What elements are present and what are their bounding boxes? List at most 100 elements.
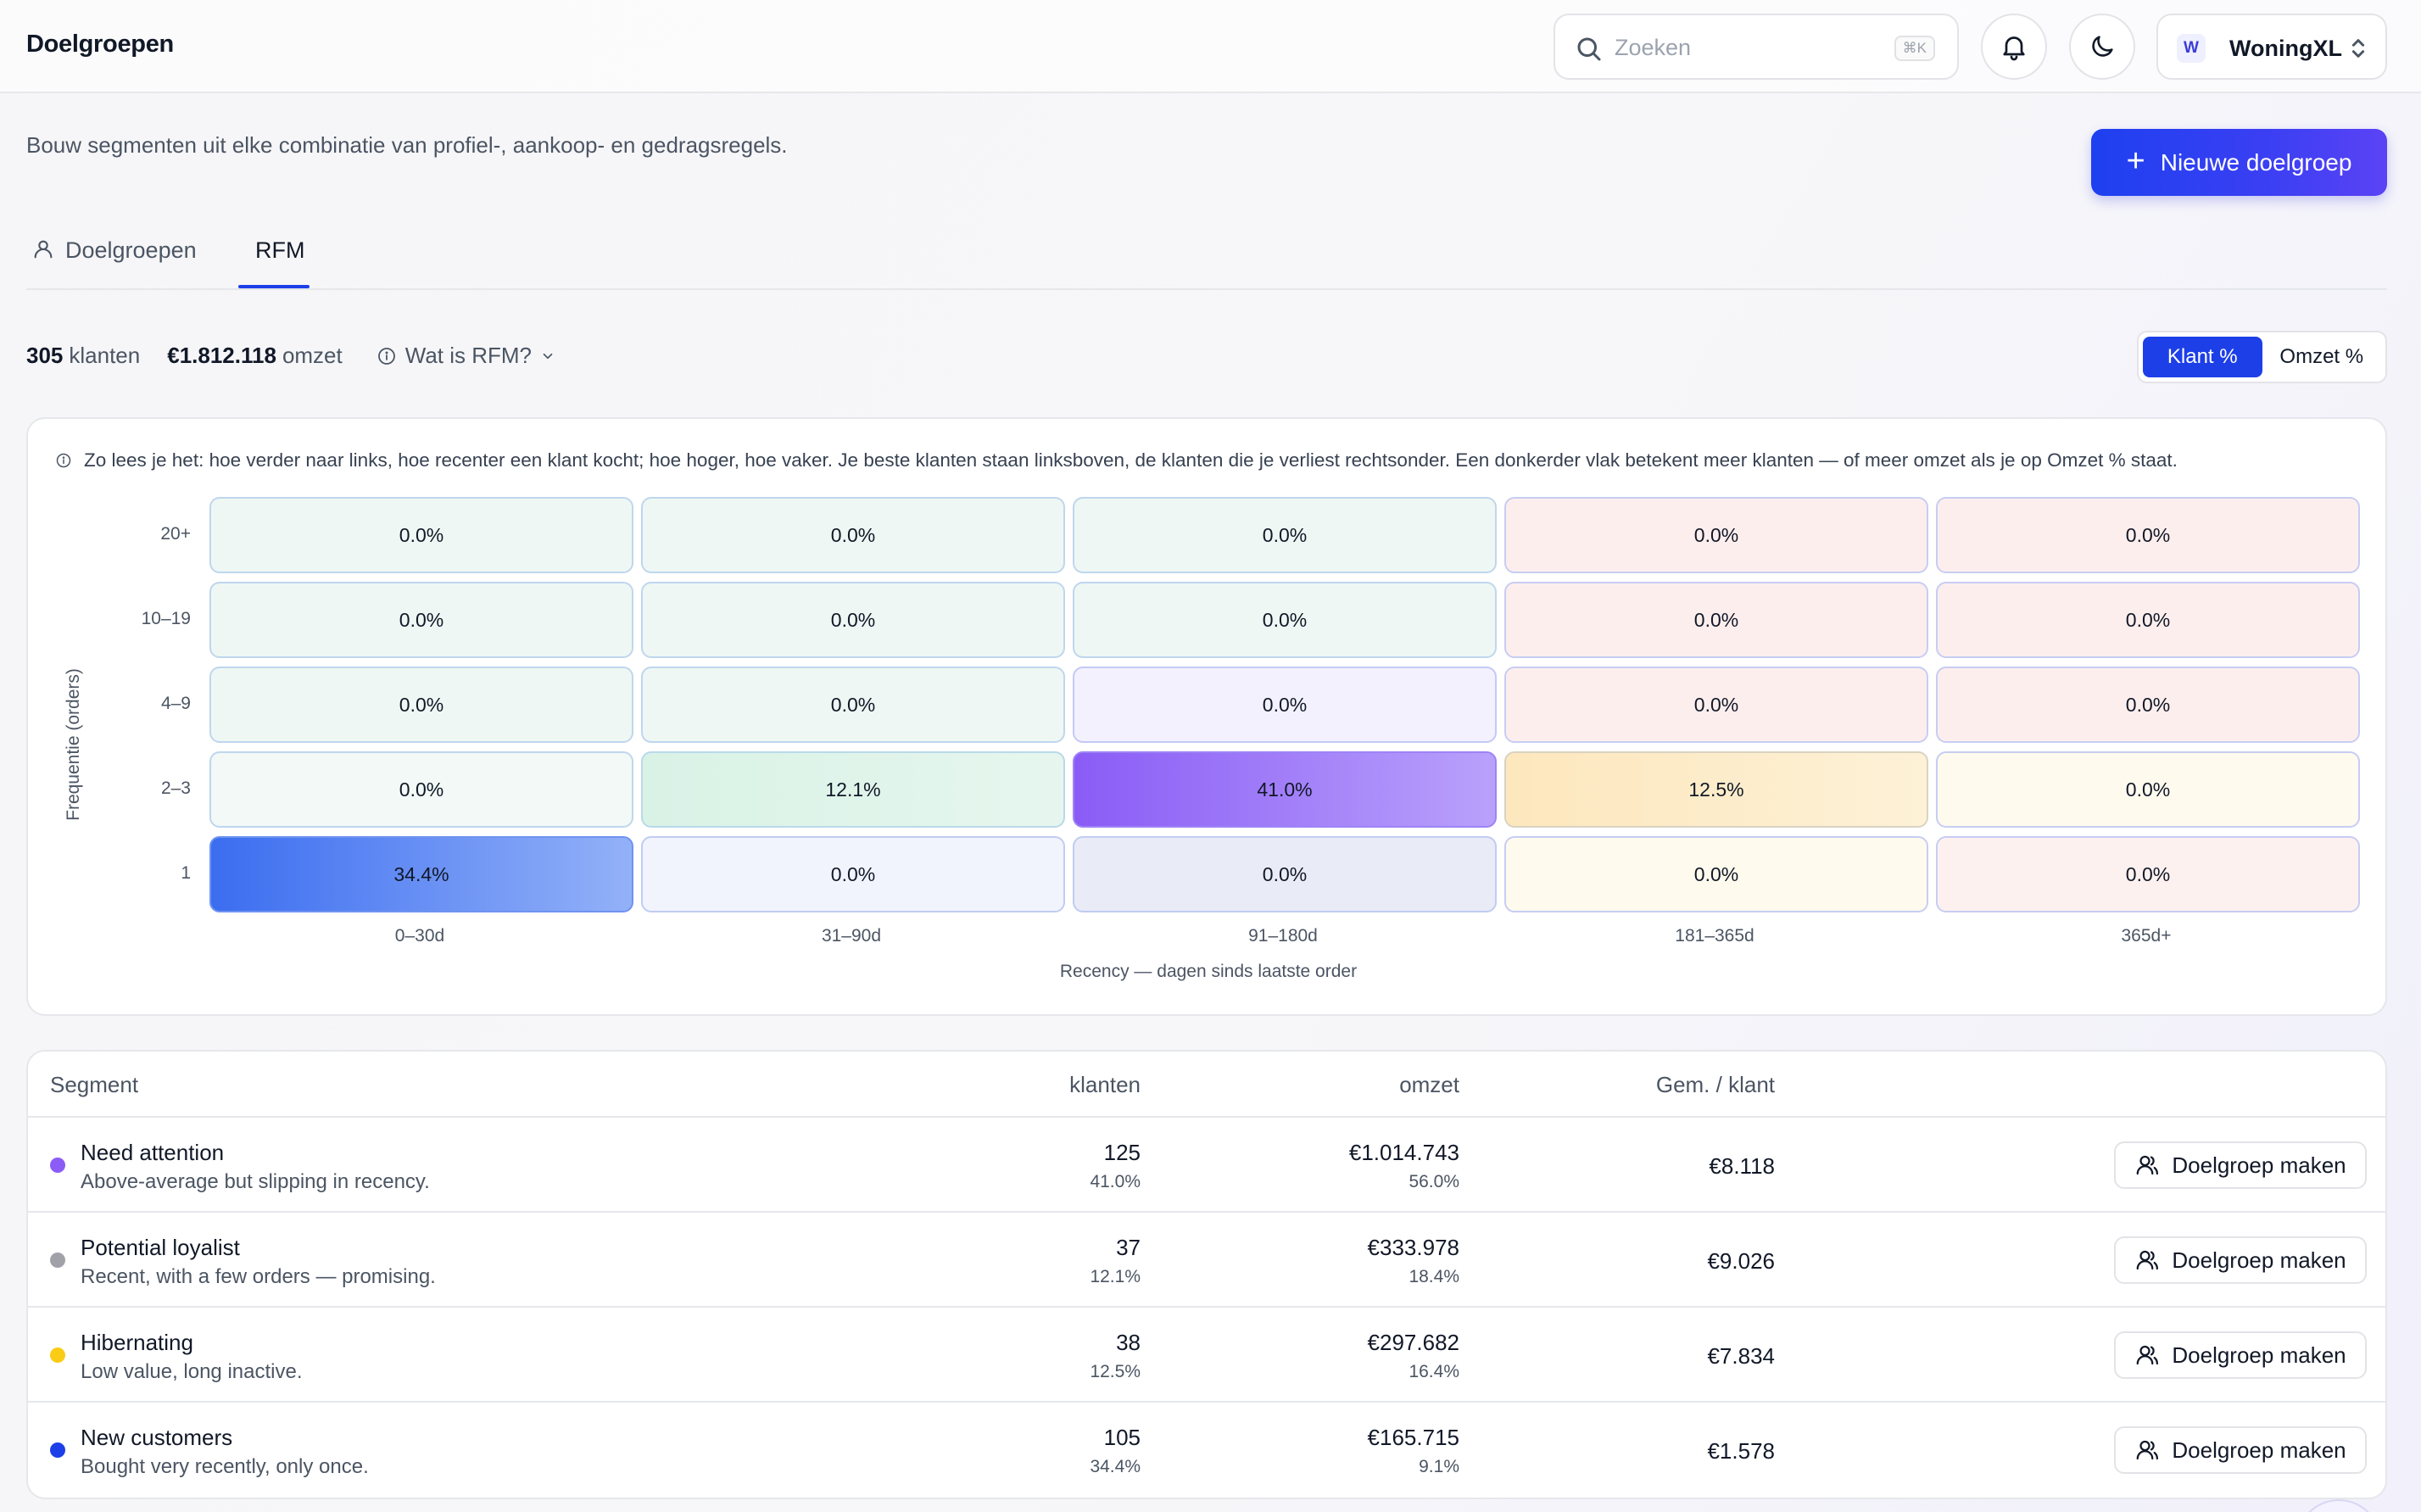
col-header-segment: Segment — [50, 1072, 139, 1097]
toggle-customer-pct[interactable]: Klant % — [2143, 337, 2262, 377]
segment-customers: 105 — [1103, 1425, 1141, 1450]
rfm-cell[interactable]: 0.0% — [1073, 667, 1497, 743]
table-row: Hibernating Low value, long inactive. 38 12… — [28, 1308, 2385, 1403]
info-icon — [377, 347, 395, 365]
rfm-cell[interactable]: 0.0% — [641, 497, 1065, 573]
toggle-revenue-pct[interactable]: Omzet % — [2279, 345, 2364, 368]
plus-icon: + — [2126, 143, 2145, 179]
segment-customers: 38 — [1116, 1330, 1141, 1355]
theme-toggle-button[interactable] — [2069, 14, 2135, 80]
revenue-total: €1.812.118 — [167, 343, 276, 368]
workspace-avatar: W — [2177, 34, 2206, 63]
notifications-button[interactable] — [1981, 14, 2047, 80]
rfm-cell[interactable]: 0.0% — [209, 582, 633, 658]
y-tick-label: 4–9 — [160, 694, 191, 713]
rfm-cell[interactable]: 0.0% — [1073, 497, 1497, 573]
create-audience-button[interactable]: Doelgroep maken — [2114, 1141, 2367, 1189]
x-axis-label: Recency — dagen sinds laatste order — [1059, 962, 1358, 981]
segment-avg-per-customer: €8.118 — [1709, 1153, 1775, 1179]
rfm-cell[interactable]: 0.0% — [1936, 751, 2360, 828]
segment-name: Potential loyalist — [81, 1235, 240, 1260]
matrix-hint: Zo lees je het: hoe verder naar links, h… — [55, 449, 2178, 471]
col-header-revenue: omzet — [1399, 1072, 1459, 1097]
x-tick-label: 91–180d — [1248, 926, 1318, 946]
table-row: Potential loyalist Recent, with a few ord… — [28, 1213, 2385, 1308]
new-audience-button[interactable]: + Nieuwe doelgroep — [2091, 129, 2387, 196]
segment-customers-pct: 12.1% — [1090, 1267, 1141, 1286]
x-tick-label: 181–365d — [1675, 926, 1754, 946]
rfm-cell[interactable]: 0.0% — [641, 667, 1065, 743]
segment-customers-pct: 41.0% — [1090, 1172, 1141, 1191]
rfm-cell[interactable]: 34.4% — [209, 836, 633, 912]
segment-revenue: €1.014.743 — [1348, 1140, 1459, 1165]
segment-avg-per-customer: €1.578 — [1707, 1438, 1775, 1464]
table-row: New customers Bought very recently, only … — [28, 1403, 2385, 1498]
segment-color-dot — [50, 1347, 65, 1363]
workspace-switcher[interactable]: W WoningXL — [2156, 14, 2387, 80]
assistant-bubble[interactable] — [2296, 1499, 2381, 1512]
search-box[interactable]: ⌘K — [1554, 14, 1959, 80]
rfm-cell[interactable]: 0.0% — [1936, 667, 2360, 743]
rfm-cell[interactable]: 0.0% — [641, 582, 1065, 658]
x-tick-label: 365d+ — [2121, 926, 2172, 946]
row-divider — [28, 1401, 2385, 1403]
rfm-cell[interactable]: 0.0% — [1936, 497, 2360, 573]
table-header-divider — [28, 1116, 2385, 1118]
segment-description: Bought very recently, only once. — [81, 1455, 369, 1478]
customer-count: 305 — [26, 343, 64, 368]
segment-revenue-pct: 16.4% — [1409, 1362, 1459, 1381]
rfm-cell[interactable]: 0.0% — [209, 751, 633, 828]
rfm-cell[interactable]: 12.1% — [641, 751, 1065, 828]
tab-doelgroepen[interactable]: Doelgroepen — [31, 237, 197, 288]
y-axis-label: Frequentie (orders) — [64, 668, 83, 821]
row-divider — [28, 1211, 2385, 1213]
page-title: Doelgroepen — [26, 31, 174, 58]
segment-color-dot — [50, 1158, 65, 1173]
segment-description: Above-average but slipping in recency. — [81, 1170, 430, 1193]
rfm-cell[interactable]: 0.0% — [1504, 497, 1928, 573]
rfm-cell[interactable]: 0.0% — [641, 836, 1065, 912]
user-plus-icon — [2137, 1440, 2159, 1460]
y-tick-label: 2–3 — [160, 778, 191, 798]
page-subtitle: Bouw segmenten uit elke combinatie van p… — [26, 132, 788, 158]
rfm-cell[interactable]: 0.0% — [1936, 582, 2360, 658]
rfm-cell[interactable]: 0.0% — [1504, 836, 1928, 912]
x-tick-label: 31–90d — [821, 926, 882, 946]
rfm-cell[interactable]: 0.0% — [1504, 667, 1928, 743]
what-is-rfm-toggle[interactable]: Wat is RFM? — [377, 343, 555, 369]
col-header-customers: klanten — [1069, 1072, 1141, 1097]
y-tick-label: 20+ — [160, 524, 191, 544]
workspace-name: WoningXL — [2229, 36, 2342, 61]
segment-avg-per-customer: €7.834 — [1707, 1343, 1775, 1369]
rfm-cell[interactable]: 0.0% — [1504, 582, 1928, 658]
rfm-cell[interactable]: 12.5% — [1504, 751, 1928, 828]
segment-revenue-pct: 18.4% — [1409, 1267, 1459, 1286]
rfm-cell[interactable]: 0.0% — [1073, 836, 1497, 912]
search-input[interactable] — [1615, 27, 1869, 68]
revenue-total-label: omzet — [282, 343, 343, 368]
create-audience-label: Doelgroep maken — [2172, 1342, 2346, 1368]
segment-name: Need attention — [81, 1140, 225, 1165]
rfm-cell[interactable]: 0.0% — [1936, 836, 2360, 912]
segment-customers-pct: 34.4% — [1090, 1457, 1141, 1476]
segment-name: Hibernating — [81, 1330, 193, 1355]
rfm-cell[interactable]: 0.0% — [209, 667, 633, 743]
segment-name: New customers — [81, 1425, 233, 1450]
create-audience-label: Doelgroep maken — [2172, 1437, 2346, 1463]
moon-icon — [2092, 36, 2113, 57]
create-audience-button[interactable]: Doelgroep maken — [2114, 1426, 2367, 1474]
create-audience-button[interactable]: Doelgroep maken — [2114, 1331, 2367, 1379]
rfm-cell[interactable]: 0.0% — [1073, 582, 1497, 658]
create-audience-button[interactable]: Doelgroep maken — [2114, 1236, 2367, 1284]
segment-revenue-pct: 9.1% — [1419, 1457, 1459, 1476]
rfm-matrix-card: Zo lees je het: hoe verder naar links, h… — [26, 417, 2387, 1016]
rfm-cell[interactable]: 41.0% — [1073, 751, 1497, 828]
active-tab-indicator — [238, 285, 310, 288]
segment-color-dot — [50, 1442, 65, 1458]
user-icon — [34, 240, 53, 259]
rfm-cell[interactable]: 0.0% — [209, 497, 633, 573]
tab-rfm[interactable]: RFM — [255, 237, 304, 288]
segment-revenue-pct: 56.0% — [1409, 1172, 1459, 1191]
chevron-down-icon — [543, 353, 553, 359]
top-bar: Doelgroepen ⌘K W WoningXL — [0, 0, 2421, 93]
